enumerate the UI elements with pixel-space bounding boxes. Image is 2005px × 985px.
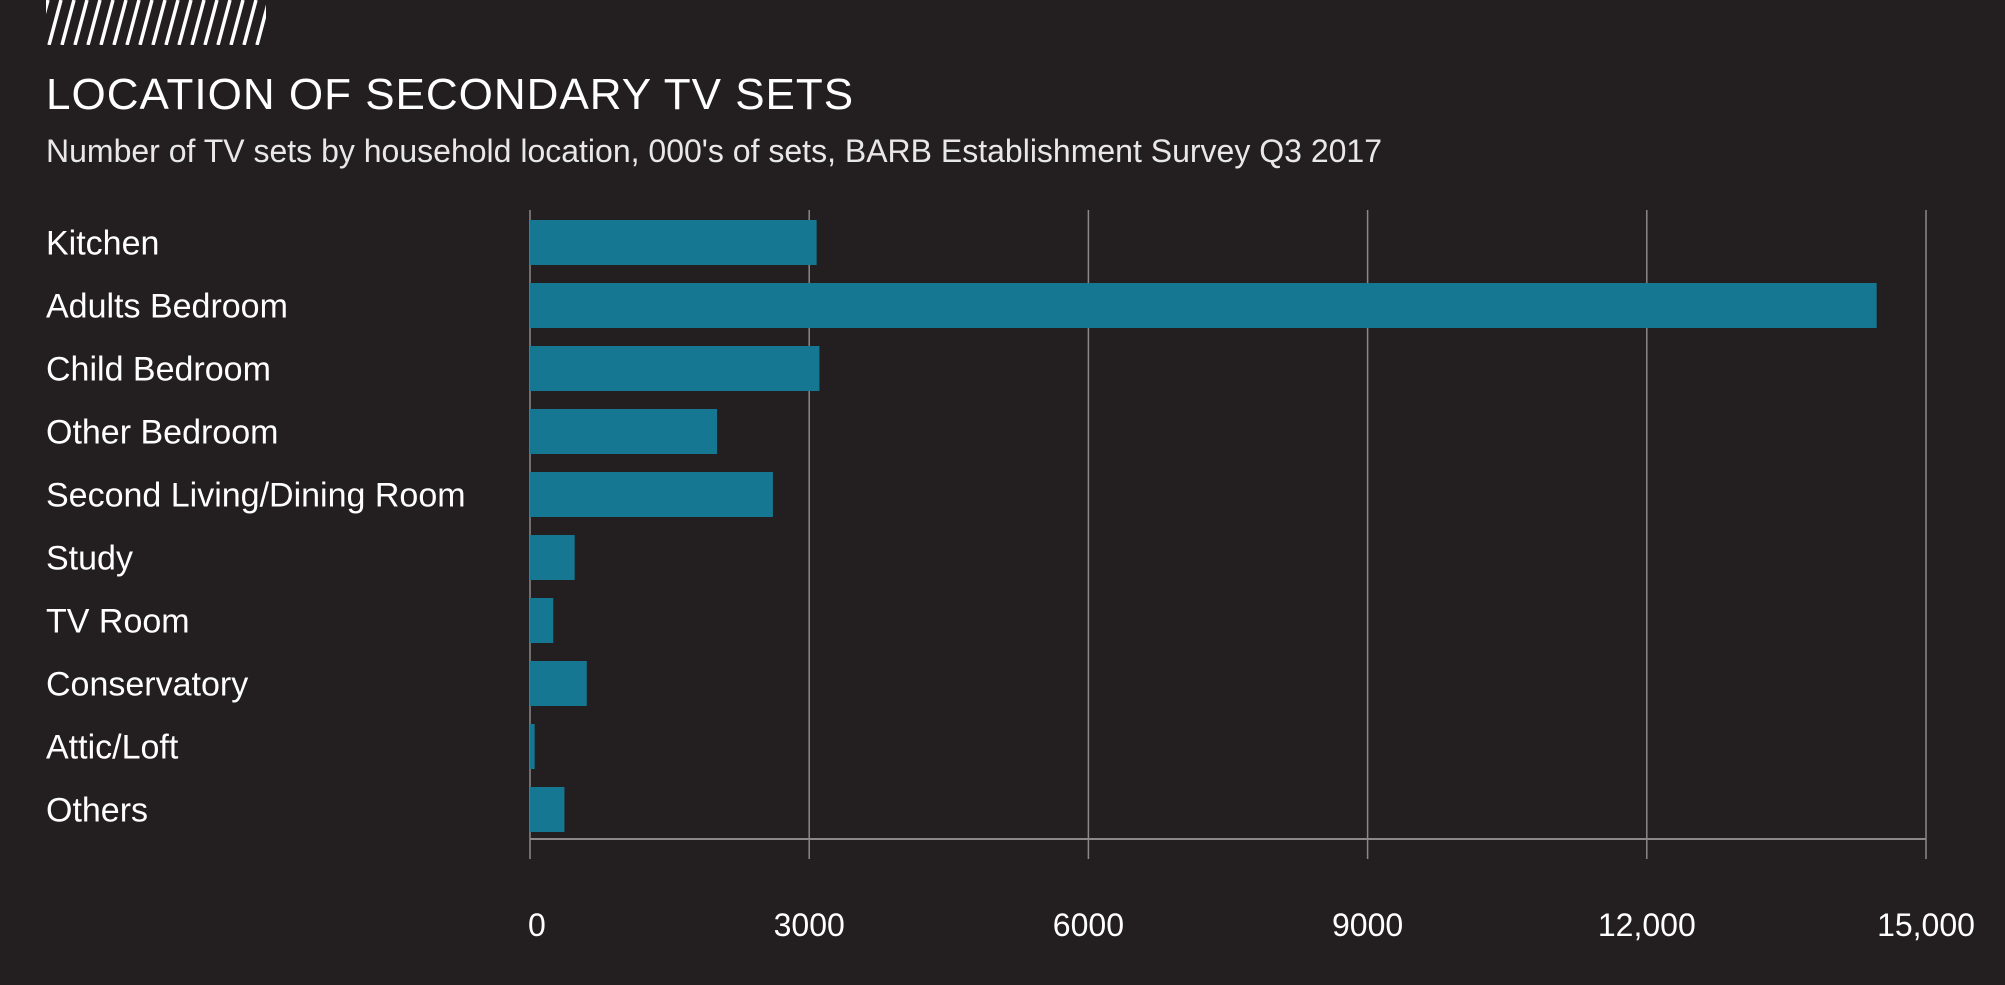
chart-subtitle: Number of TV sets by household location,… [46, 133, 1382, 169]
bar [530, 472, 773, 517]
bar [530, 535, 575, 580]
category-label: Attic/Loft [46, 729, 179, 767]
category-label: Second Living/Dining Room [46, 477, 466, 515]
category-label: Conservatory [46, 666, 248, 704]
bar [530, 661, 587, 706]
x-tick-label: 12,000 [1598, 907, 1696, 943]
category-label: Kitchen [46, 225, 159, 263]
category-label: TV Room [46, 603, 190, 641]
category-label: Study [46, 540, 133, 578]
category-label: Other Bedroom [46, 414, 278, 452]
x-tick-label: 6000 [1053, 907, 1124, 943]
bar [530, 724, 535, 769]
hatched-stripes-logo-icon [46, 0, 266, 45]
bar [530, 787, 565, 832]
bar [530, 220, 817, 265]
category-label: Others [46, 792, 148, 830]
bar [530, 598, 554, 643]
bar [530, 409, 718, 454]
bar [530, 346, 820, 391]
x-tick-label: 9000 [1332, 907, 1403, 943]
x-tick-label: 3000 [774, 907, 845, 943]
chart-title: LOCATION OF SECONDARY TV SETS [46, 70, 855, 119]
category-label: Adults Bedroom [46, 288, 288, 326]
bar [530, 283, 1877, 328]
category-label: Child Bedroom [46, 351, 271, 389]
x-tick-label: 0 [528, 907, 546, 943]
x-tick-label: 15,000 [1877, 907, 1975, 943]
